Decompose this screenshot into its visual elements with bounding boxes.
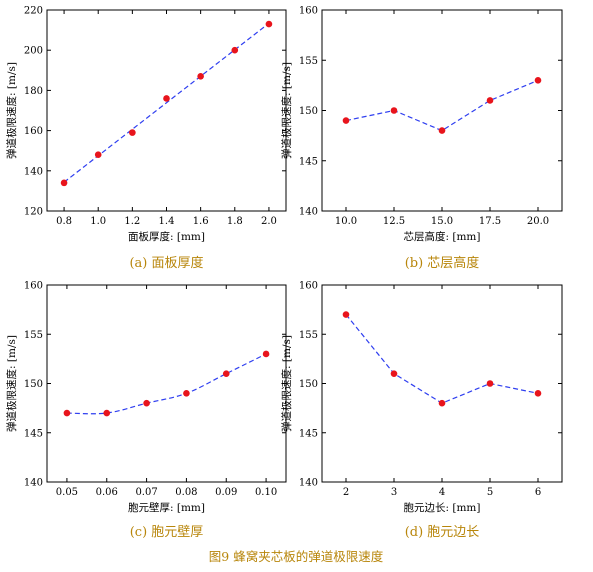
y-tick-label: 140 — [299, 207, 318, 218]
y-tick-label: 200 — [24, 46, 43, 57]
data-point — [231, 46, 239, 54]
x-tick-label: 0.10 — [255, 487, 277, 498]
y-tick-label: 155 — [299, 330, 318, 341]
y-tick-label: 120 — [24, 207, 43, 218]
y-tick-label: 220 — [24, 6, 43, 17]
x-tick-label: 5 — [487, 487, 493, 498]
data-point — [486, 97, 494, 104]
y-axis-label: 弹道极限速度: [m/s] — [280, 335, 293, 432]
data-point — [63, 409, 71, 417]
data-point — [534, 390, 542, 397]
y-tick-label: 160 — [24, 126, 43, 137]
data-point — [183, 390, 190, 397]
x-tick-label: 0.09 — [215, 487, 237, 498]
x-axis-label: 胞元边长: [mm] — [404, 502, 481, 514]
data-point — [60, 179, 68, 187]
data-point — [438, 127, 446, 134]
data-point — [262, 350, 270, 358]
x-tick-label: 6 — [535, 487, 541, 498]
chart-panel-2: 0.05 0.06 0.07 0.08 0.09 0.10 140 145 150 155 160 胞… — [5, 281, 287, 540]
chart-panel-3: 2 3 4 5 6 140 145 150 155 160 胞元边长: [mm] 弹道极限速度: [m… — [280, 281, 563, 540]
x-tick-label: 0.08 — [175, 487, 197, 498]
plot-frame — [46, 9, 287, 212]
y-tick-label: 160 — [299, 6, 318, 17]
data-point — [342, 117, 350, 124]
y-tick-label: 150 — [299, 379, 318, 390]
series-line — [66, 353, 267, 415]
x-tick-label: 1.8 — [227, 216, 243, 227]
plot-frame — [321, 284, 563, 483]
y-tick-label: 150 — [299, 106, 318, 117]
y-tick-label: 140 — [24, 478, 43, 489]
data-point — [163, 95, 170, 102]
x-tick-label: 0.05 — [56, 487, 78, 498]
x-tick-label: 1.4 — [159, 216, 175, 227]
figure-caption: 图9 蜂窝夹芯板的弹道极限速度 — [209, 549, 384, 564]
y-tick-label: 150 — [24, 379, 43, 390]
data-point — [342, 311, 350, 318]
subplot-caption: (b) 芯层高度 — [405, 255, 480, 271]
x-axis-label: 胞元壁厚: [mm] — [128, 501, 205, 514]
data-point — [390, 370, 398, 377]
chart-panel-0: 0.8 1.0 1.2 1.4 1.6 1.8 2.0 120 140 160 180 200 220 面… — [5, 6, 287, 271]
x-tick-label: 0.8 — [56, 216, 72, 227]
y-tick-label: 160 — [24, 281, 43, 292]
series-line — [345, 314, 539, 404]
subplot-caption: (d) 胞元边长 — [405, 525, 480, 540]
data-point — [143, 399, 150, 407]
x-tick-label: 3 — [391, 487, 397, 498]
y-axis-label: 弹道极限速度: [m/s] — [5, 62, 18, 159]
x-tick-label: 2 — [343, 487, 349, 498]
x-tick-label: 10.0 — [335, 216, 357, 227]
x-tick-label: 1.2 — [124, 216, 140, 227]
series-line — [345, 79, 539, 132]
x-tick-label: 17.5 — [479, 216, 501, 227]
chart-panel-1: 10.0 12.5 15.0 17.5 20.0 140 145 150 155 160 芯层高度:… — [280, 6, 563, 271]
data-point — [390, 107, 398, 114]
x-tick-label: 15.0 — [431, 216, 453, 227]
subplot-caption: (c) 胞元壁厚 — [130, 525, 204, 540]
y-tick-label: 145 — [299, 156, 318, 167]
y-tick-label: 155 — [299, 56, 318, 67]
y-tick-label: 145 — [299, 428, 318, 439]
x-tick-label: 0.06 — [96, 487, 118, 498]
y-tick-label: 160 — [299, 281, 318, 292]
fit-line — [63, 22, 270, 183]
data-point — [265, 20, 273, 28]
x-tick-label: 12.5 — [383, 216, 405, 227]
data-point — [534, 77, 542, 84]
x-tick-label: 4 — [439, 487, 445, 498]
y-tick-label: 140 — [24, 166, 43, 177]
y-tick-label: 155 — [24, 330, 43, 341]
plot-frame — [46, 284, 287, 483]
x-tick-label: 0.07 — [135, 487, 157, 498]
data-point — [129, 129, 136, 136]
data-point — [103, 409, 111, 417]
plot-frame — [321, 9, 563, 212]
y-tick-label: 180 — [24, 86, 43, 97]
data-point — [222, 370, 230, 377]
x-tick-label: 1.6 — [193, 216, 209, 227]
data-point — [197, 73, 204, 80]
y-tick-label: 145 — [24, 428, 43, 439]
y-tick-label: 140 — [299, 478, 318, 489]
data-point — [438, 399, 446, 407]
x-axis-label: 面板厚度: [mm] — [128, 230, 205, 243]
subplot-caption: (a) 面板厚度 — [129, 255, 203, 271]
y-axis-label: 弹道极限速度: [m/s] — [5, 335, 18, 432]
x-tick-label: 1.0 — [90, 216, 106, 227]
data-point — [486, 380, 494, 387]
x-axis-label: 芯层高度: [mm] — [404, 230, 481, 243]
y-axis-label: 弹道极限速度: [m/s] — [280, 62, 293, 159]
x-tick-label: 20.0 — [527, 216, 549, 227]
x-tick-label: 2.0 — [261, 216, 277, 227]
data-point — [94, 151, 102, 159]
chart-panels: 0.8 1.0 1.2 1.4 1.6 1.8 2.0 120 140 160 180 200 220 面… — [5, 6, 563, 540]
